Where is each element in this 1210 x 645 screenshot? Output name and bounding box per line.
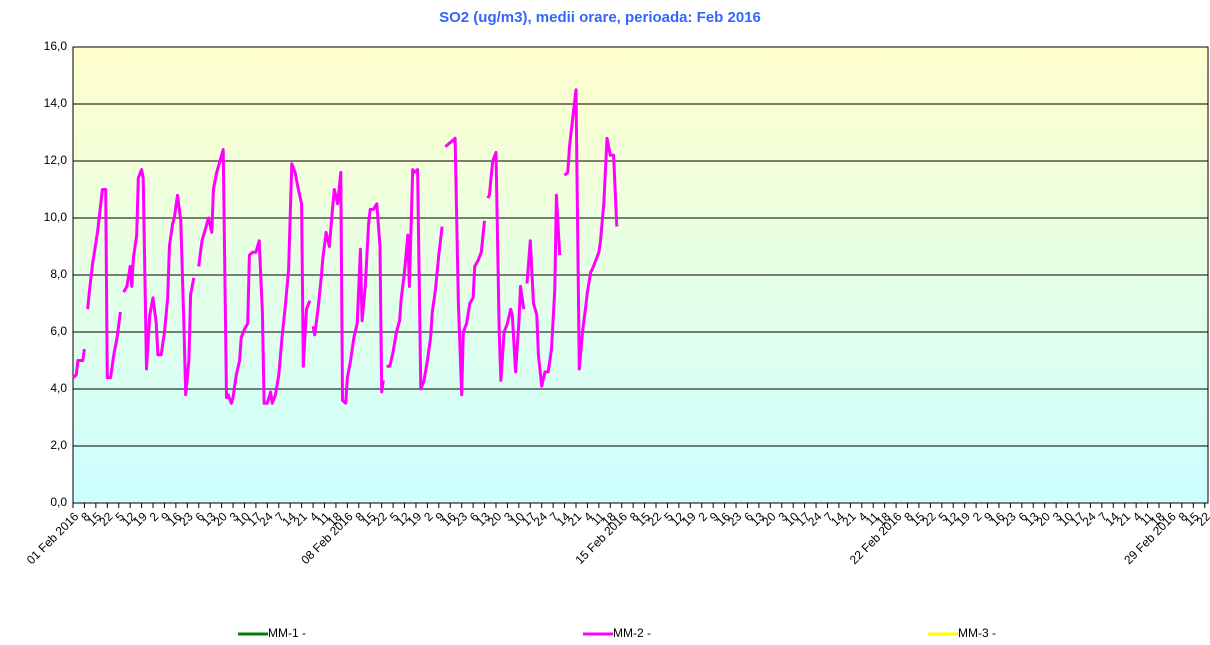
x-tick-label: 21 [291, 509, 311, 529]
x-tick-label: 20 [1034, 509, 1054, 529]
legend-label: MM-2 - [613, 626, 651, 640]
y-tick-label: 6,0 [50, 324, 67, 338]
y-tick-label: 12,0 [44, 153, 68, 167]
x-tick-label: 22 [371, 509, 391, 529]
x-tick-label: 23 [176, 509, 196, 529]
y-tick-label: 0,0 [50, 495, 67, 509]
chart-title: SO2 (ug/m3), medii orare, perioada: Feb … [439, 9, 761, 26]
x-tick-label: 23 [725, 509, 745, 529]
x-tick-label: 23 [451, 509, 471, 529]
x-tick-label: 01 Feb 2016 [24, 509, 82, 567]
x-tick-label: 21 [1114, 509, 1134, 529]
x-tick-label: 22 [919, 509, 939, 529]
x-tick-label: 20 [485, 509, 505, 529]
plot-border [72, 46, 1209, 504]
y-tick-label: 10,0 [44, 210, 68, 224]
x-tick-label: 24 [256, 509, 276, 529]
x-tick-label: 22 [645, 509, 665, 529]
x-tick-label: 24 [531, 509, 551, 529]
x-tick-label: 19 [131, 509, 151, 529]
y-tick-label: 8,0 [50, 267, 67, 281]
x-tick-label: 23 [999, 509, 1019, 529]
x-tick-label: 20 [211, 509, 231, 529]
x-tick-label: 21 [565, 509, 585, 529]
series-line [72, 88, 619, 405]
x-tick-label: 22 [96, 509, 116, 529]
x-tick-label: 20 [759, 509, 779, 529]
x-tick-label: 19 [405, 509, 425, 529]
x-tick-label: 21 [839, 509, 859, 529]
y-tick-label: 4,0 [50, 381, 67, 395]
y-tick-label: 14,0 [44, 96, 68, 110]
x-tick-label: 19 [679, 509, 699, 529]
y-tick-label: 2,0 [50, 438, 67, 452]
legend-label: MM-3 - [958, 626, 996, 640]
x-tick-label: 24 [805, 509, 825, 529]
x-tick-label: 22 [1194, 509, 1210, 529]
x-tick-label: 24 [1079, 509, 1099, 529]
x-tick-label: 19 [954, 509, 974, 529]
legend-label: MM-1 - [268, 626, 306, 640]
y-tick-label: 16,0 [44, 39, 68, 53]
